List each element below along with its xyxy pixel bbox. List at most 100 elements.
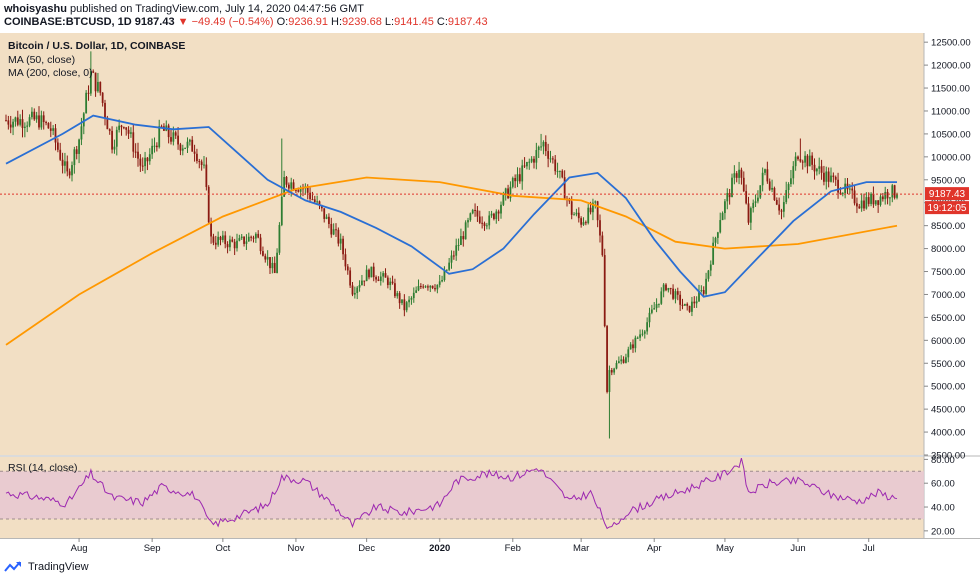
candle-body — [28, 117, 31, 126]
candle-body — [73, 149, 76, 166]
candle-body — [101, 92, 104, 103]
candle-body — [56, 142, 59, 150]
time-tick-label: Nov — [287, 543, 304, 554]
candle-body — [353, 292, 356, 295]
candle-body — [481, 222, 484, 224]
candle-body — [497, 211, 500, 214]
candle-body — [226, 244, 229, 248]
candle-body — [441, 280, 443, 282]
candle-body — [448, 262, 451, 270]
candle-body — [198, 161, 201, 163]
candle-body — [455, 245, 458, 256]
high-label: H: — [331, 16, 343, 28]
author-name[interactable]: whoisyashu — [4, 3, 67, 15]
candle-body — [337, 229, 340, 244]
candle-body — [9, 124, 12, 128]
candle-body — [867, 197, 870, 204]
candle-body — [35, 115, 38, 120]
candle-body — [764, 169, 766, 173]
candle-body — [884, 191, 887, 200]
candle-body — [247, 236, 250, 242]
candle-body — [467, 220, 469, 223]
candle-body — [181, 148, 184, 151]
candle-body — [80, 126, 83, 140]
candle-body — [335, 229, 337, 231]
candle-body — [377, 279, 380, 281]
price-axis[interactable]: 3500.00 4000.00 4500.00 5000.00 5500.00 6000.… — [924, 38, 971, 462]
candle-body — [728, 193, 731, 198]
candle-body — [85, 92, 88, 114]
candle-body — [556, 171, 559, 173]
candle-body — [521, 165, 524, 182]
candle-body — [745, 191, 748, 204]
candle-body — [815, 168, 818, 172]
candle-body — [700, 290, 703, 292]
candle-body — [460, 236, 462, 246]
candle-body — [594, 201, 597, 203]
candle-body — [325, 216, 328, 219]
candle-body — [627, 349, 630, 358]
candle-body — [5, 120, 7, 122]
candle-body — [438, 281, 441, 285]
price-tick-label: 9500.00 — [931, 175, 965, 186]
candle-body — [320, 205, 323, 209]
candle-body — [14, 117, 17, 122]
candle-body — [646, 322, 649, 332]
candle-body — [233, 241, 236, 249]
candle-body — [92, 71, 95, 73]
candle-body — [31, 111, 33, 118]
candle-body — [735, 173, 738, 178]
time-axis[interactable]: Aug Sep Oct Nov Dec 2020 Feb Mar Apr May Jun Jul — [71, 538, 875, 554]
candle-body — [311, 199, 314, 201]
rsi-axis[interactable]: 20.00 40.00 60.00 80.00 — [924, 455, 955, 537]
candle-body — [285, 177, 288, 185]
candle-body — [672, 288, 674, 299]
candle-body — [870, 193, 872, 204]
candle-body — [476, 210, 479, 217]
open-label: O: — [276, 16, 289, 28]
candle-body — [632, 344, 634, 349]
candle-body — [196, 153, 198, 162]
candle-body — [245, 241, 248, 244]
candle-body — [330, 223, 333, 235]
candle-body — [464, 222, 467, 240]
candle-body — [33, 111, 36, 120]
countdown-tag-label: 19:12:05 — [928, 203, 967, 214]
candle-body — [542, 141, 545, 147]
candle-body — [533, 158, 535, 163]
candle-body — [742, 177, 745, 192]
candle-body — [790, 178, 792, 185]
candle-body — [339, 238, 342, 244]
candle-body — [818, 166, 821, 169]
time-tick-label: Apr — [647, 543, 662, 554]
candle-body — [747, 203, 750, 223]
candle-body — [104, 102, 106, 118]
candle-body — [115, 129, 118, 147]
candle-body — [483, 223, 486, 226]
candle-body — [42, 115, 45, 123]
ma200-legend: MA (200, close, 0) — [8, 67, 93, 79]
candle-body — [379, 276, 382, 281]
candle-body — [19, 119, 22, 125]
candle-body — [641, 333, 644, 335]
candle-body — [514, 178, 517, 182]
price-tick-label: 7000.00 — [931, 290, 965, 301]
candle-body — [629, 344, 632, 350]
candle-body — [856, 203, 858, 207]
footer-brand[interactable]: TradingView — [4, 561, 89, 573]
candle-body — [99, 81, 102, 93]
candle-body — [570, 201, 573, 215]
candle-body — [636, 337, 639, 339]
candle-body — [665, 284, 667, 291]
candle-body — [490, 213, 493, 216]
candle-body — [280, 196, 283, 226]
candle-body — [606, 326, 608, 392]
price-tick-label: 6500.00 — [931, 313, 965, 324]
candle-body — [184, 147, 187, 149]
candle-body — [287, 184, 290, 189]
candle-body — [474, 209, 476, 211]
candle-body — [823, 172, 825, 182]
candle-body — [417, 286, 420, 291]
candle-body — [801, 161, 804, 163]
